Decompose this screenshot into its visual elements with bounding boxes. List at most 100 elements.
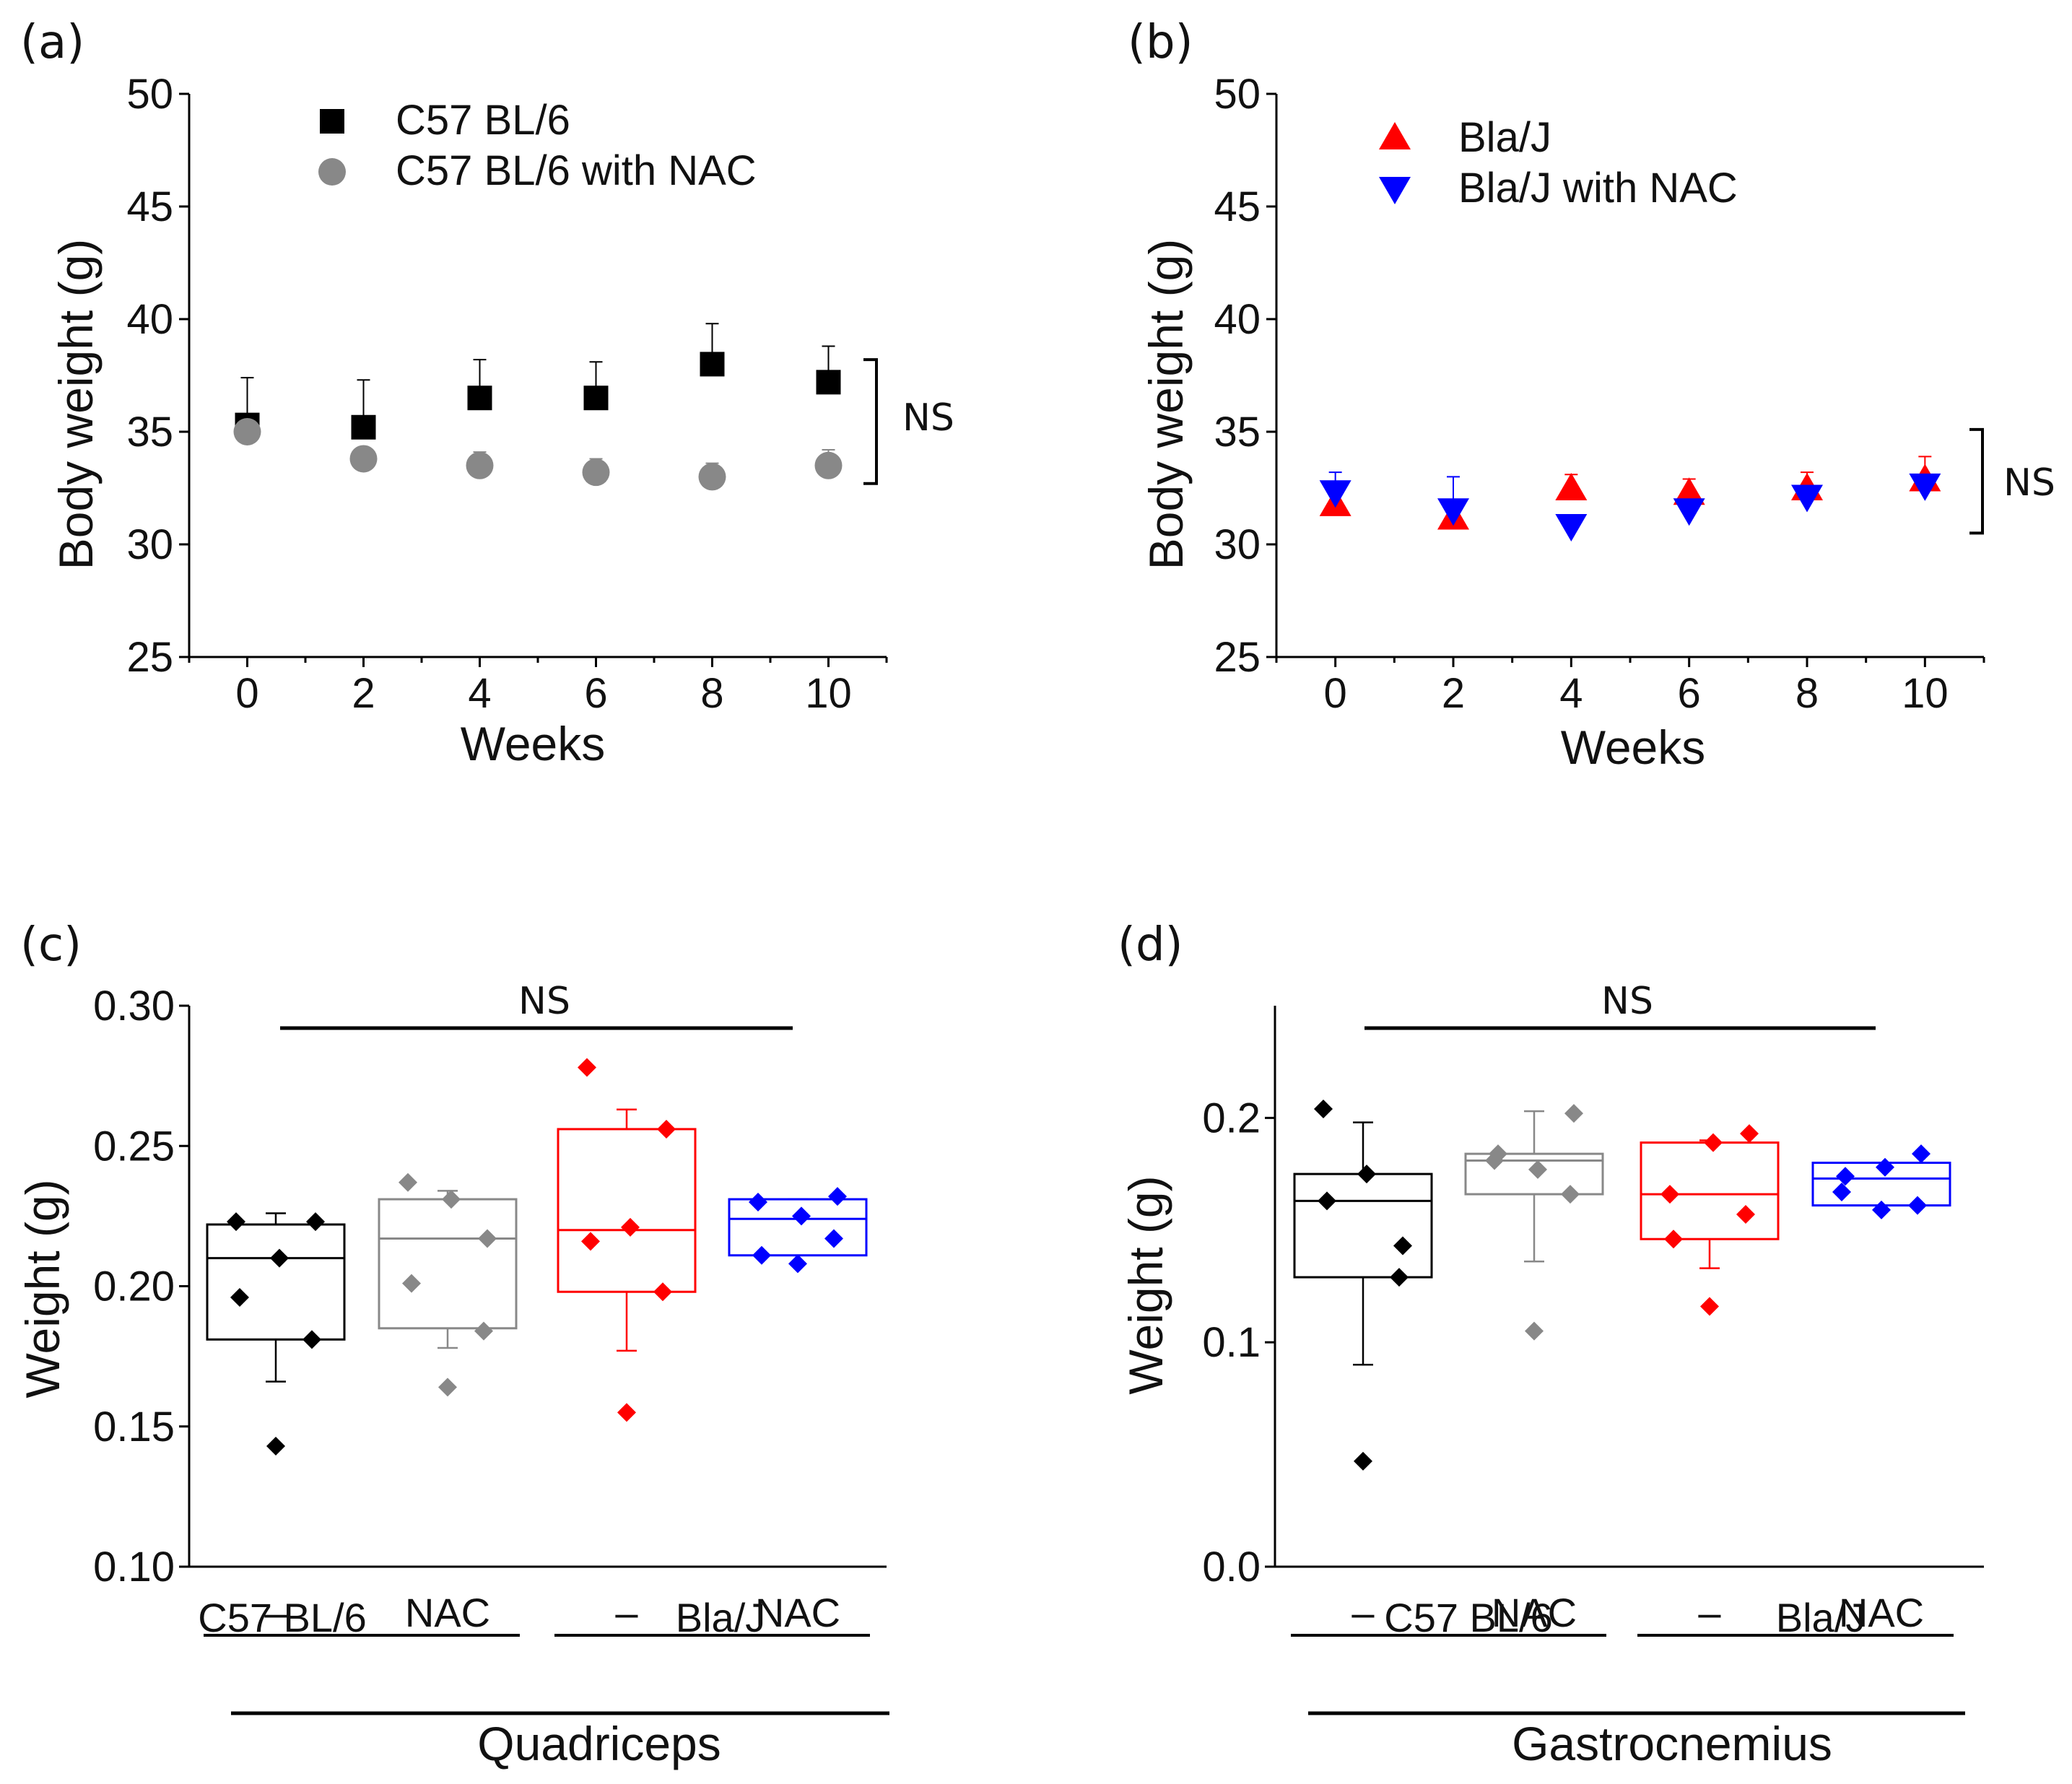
x-tick-label: 2 [1442, 670, 1465, 717]
x-tick-label: 6 [584, 670, 607, 717]
data-point [1736, 1205, 1755, 1224]
data-point [828, 1187, 847, 1206]
panel-d-ylabel: Weight (g) [1119, 1175, 1172, 1394]
panel-a: (a) 25 30 35 40 45 50 0 2 4 6 8 10 Weeks Body weigh… [20, 16, 954, 770]
data-point [749, 1192, 767, 1211]
panel-c-group-2: Bla/J [676, 1595, 766, 1640]
panel-c-muscle: Quadriceps [477, 1717, 721, 1770]
panel-b-xlabel: Weeks [1561, 721, 1706, 774]
data-point-series-1 [1555, 473, 1588, 500]
y-tick-label: 0.25 [93, 1123, 175, 1170]
data-point [657, 1119, 676, 1139]
x-tick-label: 8 [1795, 670, 1819, 717]
x-tick-label: 2 [352, 670, 375, 717]
data-point [402, 1274, 421, 1293]
y-tick-label: 0.15 [93, 1404, 175, 1450]
data-point [1836, 1167, 1855, 1186]
data-point [474, 1321, 493, 1341]
panel-d-group-1: C57 BL/6 [1384, 1595, 1553, 1640]
y-tick-label: 50 [1214, 71, 1261, 118]
data-point [1660, 1185, 1679, 1204]
data-point-series-2 [582, 458, 610, 487]
panel-d-muscle: Gastrocnemius [1512, 1717, 1832, 1770]
data-point [1912, 1144, 1930, 1164]
panel-b-legend-2: Bla/J with NAC [1458, 165, 1738, 212]
data-point [1564, 1104, 1583, 1123]
significance-bracket [863, 358, 878, 485]
data-point [1390, 1268, 1409, 1287]
data-point-series-1 [816, 370, 841, 395]
data-point [1393, 1236, 1412, 1256]
y-tick-label: 35 [126, 409, 173, 456]
legend-marker [320, 109, 344, 134]
y-tick-label: 40 [126, 296, 173, 343]
legend-marker [1379, 177, 1411, 204]
y-tick-label: 50 [126, 71, 173, 118]
x-tick-label: – [1351, 1590, 1375, 1635]
data-point [1908, 1196, 1927, 1215]
panel-b-plot: 25 30 35 40 45 50 0 2 4 6 8 10 [1214, 71, 1985, 717]
x-tick-label: 10 [1902, 670, 1949, 717]
y-tick-label: 0.0 [1202, 1544, 1261, 1591]
data-point [306, 1212, 325, 1232]
panel-a-label: (a) [20, 16, 84, 69]
panel-b-significance: NS [2003, 461, 2055, 505]
panel-a-legend-1: C57 BL/6 [396, 97, 570, 144]
data-point-series-1 [1673, 477, 1705, 505]
data-point [442, 1190, 461, 1209]
x-tick-label: 6 [1678, 670, 1701, 717]
panel-a-legend-2: C57 BL/6 with NAC [396, 147, 757, 194]
panel-a-xlabel: Weeks [461, 717, 606, 770]
data-point-series-1 [583, 386, 609, 411]
y-tick-label: 30 [1214, 521, 1261, 568]
panel-d-plot: 0.0 0.1 0.2 – NAC – NAC [1202, 1006, 1984, 1715]
data-point [653, 1282, 672, 1302]
x-tick-label: NAC [1839, 1590, 1924, 1635]
data-point [1664, 1230, 1683, 1249]
data-point [1489, 1144, 1507, 1164]
data-point [478, 1229, 497, 1248]
data-point [617, 1403, 636, 1422]
significance-bracket [1969, 427, 1984, 535]
data-point [230, 1288, 249, 1307]
y-tick-label: 0.30 [93, 983, 175, 1030]
data-point-series-2 [1791, 484, 1823, 513]
data-point-series-2 [233, 418, 261, 445]
data-point [1528, 1159, 1547, 1179]
x-tick-label: 0 [235, 670, 258, 717]
panel-c-plot: 0.10 0.15 0.20 0.25 0.30 – NAC – NAC [93, 983, 889, 1715]
y-tick-label: 25 [126, 634, 173, 681]
data-point [1525, 1321, 1544, 1341]
x-tick-label: 8 [700, 670, 723, 717]
y-tick-label: 25 [1214, 634, 1261, 681]
panel-b-label: (b) [1128, 16, 1193, 69]
data-point [399, 1172, 417, 1192]
panel-c-significance: NS [518, 980, 570, 1023]
panel-d-significance: NS [1601, 980, 1653, 1023]
panel-b: (b) 25 30 35 40 45 50 0 2 4 6 8 10 Weeks Body weigh… [1128, 16, 2055, 774]
data-point-series-2 [1437, 498, 1469, 526]
data-point-series-2 [1673, 498, 1705, 526]
x-tick-label: 10 [805, 670, 852, 717]
x-tick-label: – [264, 1590, 287, 1635]
data-point [302, 1330, 321, 1349]
panel-a-significance: NS [902, 396, 954, 440]
y-tick-label: 0.2 [1202, 1095, 1261, 1141]
data-point [1876, 1157, 1894, 1177]
x-tick-label: – [1698, 1590, 1721, 1635]
x-tick-label: 4 [468, 670, 491, 717]
data-point-series-1 [700, 352, 725, 377]
data-point [788, 1254, 807, 1274]
box [728, 1198, 868, 1257]
panel-d-group-2: Bla/J [1776, 1595, 1866, 1640]
data-point [266, 1436, 285, 1456]
data-point-series-2 [1319, 480, 1351, 508]
data-point [1740, 1124, 1759, 1144]
box [557, 1128, 697, 1293]
data-point [1704, 1133, 1723, 1152]
x-tick-label: 4 [1559, 670, 1583, 717]
data-point [1354, 1451, 1372, 1471]
data-point-series-2 [1909, 473, 1941, 501]
data-point [1561, 1185, 1580, 1204]
